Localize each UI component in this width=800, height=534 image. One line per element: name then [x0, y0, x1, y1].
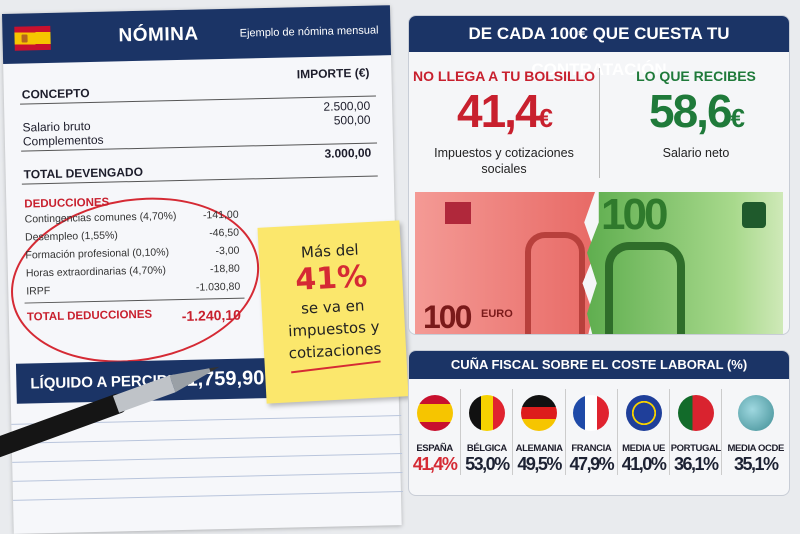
deduction-label: Contingencias comunes (4,70%) [24, 210, 177, 226]
pen-icon [0, 366, 220, 460]
country-item: FRANCIA 47,9% [566, 389, 618, 475]
country-name: FRANCIA [571, 443, 612, 454]
country-value: 36,1% [674, 454, 719, 474]
green-banknote: 100 [587, 190, 783, 334]
deduction-value: -18,80 [209, 262, 240, 276]
currency: € [730, 103, 746, 133]
deduction-label: Desempleo (1,55%) [24, 229, 118, 244]
currency: € [538, 103, 554, 133]
country-name: PORTUGAL [670, 443, 722, 454]
cost-split-title: DE CADA 100€ QUE CUESTA TU CONTRATACIÓN [409, 16, 789, 79]
bill-euro-label: EURO [481, 308, 513, 320]
be-flag-icon [468, 395, 505, 431]
net-amount-value: 58,6 [649, 85, 733, 137]
globe-flag-icon [737, 395, 774, 431]
net-amount: 58,6€ [601, 84, 789, 145]
cost-split-card: DE CADA 100€ QUE CUESTA TU CONTRATACIÓN … [408, 15, 790, 335]
payslip-title: NÓMINA [118, 23, 199, 47]
tax-wedge-title: CUÑA FISCAL SOBRE EL COSTE LABORAL (%) [409, 351, 789, 379]
country-value: 49,5% [517, 454, 562, 474]
country-name: ESPAÑA [416, 443, 453, 454]
country-value: 47,9% [569, 454, 615, 474]
net-column: LO QUE RECIBES 58,6€ Salario neto [601, 64, 789, 161]
bill-denomination: 100 [423, 299, 472, 335]
tax-amount-value: 41,4 [457, 85, 541, 137]
tax-wedge-card: CUÑA FISCAL SOBRE EL COSTE LABORAL (%) E… [408, 350, 790, 496]
country-item: ALEMANIA 49,5% [513, 389, 566, 475]
earning-value: 500,00 [333, 112, 371, 128]
country-item: BÉLGICA 53,0% [461, 389, 514, 475]
deduction-row: IRPF -1.030,80 [8, 278, 240, 301]
deduction-value: -1.030,80 [195, 280, 241, 294]
country-name: MEDIA UE [622, 443, 665, 454]
country-list: ESPAÑA 41,4% BÉLGICA 53,0% ALEMANIA 49,5% FRAN… [409, 379, 789, 475]
hologram-icon [742, 202, 766, 228]
earning-value: 2.500,00 [323, 98, 371, 114]
country-value: 41,4% [412, 454, 458, 474]
deduction-value: -3,00 [215, 244, 240, 258]
arch-icon [605, 242, 685, 334]
divider [599, 68, 600, 178]
total-earned-label: TOTAL DEVENGADO [23, 164, 144, 182]
deduction-label: Horas extraordinarias (4,70%) [25, 264, 167, 280]
deduction-label: Formación profesional (0,10%) [25, 246, 170, 262]
net-heading: LO QUE RECIBES [636, 68, 756, 84]
pt-flag-icon [677, 395, 714, 431]
tax-heading: NO LLEGA A TU BOLSILLO [413, 68, 595, 84]
total-deductions-label: TOTAL DEDUCCIONES [26, 308, 153, 324]
payslip-header: NÓMINA Ejemplo de nómina mensual [2, 5, 392, 64]
arch-icon [525, 232, 585, 334]
earning-label: Complementos [22, 132, 104, 149]
earning-label: Salario bruto [22, 119, 91, 135]
country-value: 41,0% [621, 454, 667, 474]
tax-amount: 41,4€ [409, 84, 599, 145]
net-caption: Salario neto [662, 146, 730, 160]
country-item: MEDIA OCDE 35,1% [722, 389, 789, 475]
total-earned-value: 3.000,00 [324, 145, 372, 161]
country-item: ESPAÑA 41,4% [409, 389, 462, 475]
de-flag-icon [521, 395, 558, 431]
eu-flag-icon [445, 202, 471, 224]
country-value: 35,1% [733, 454, 779, 474]
sticky-note: Más del 41% se va en impuestos y cotizac… [257, 220, 409, 404]
country-value: 53,0% [465, 454, 510, 474]
country-item: MEDIA UE 41,0% [618, 389, 671, 475]
deduction-value: -46,50 [209, 226, 240, 240]
deduction-value: -141,00 [202, 208, 239, 222]
concept-header: CONCEPTO [21, 86, 90, 102]
bill-denomination: 100 [601, 190, 668, 239]
red-banknote: 100 EURO [415, 192, 595, 335]
country-name: ALEMANIA [515, 443, 563, 454]
payslip-subtitle: Ejemplo de nómina mensual [239, 24, 379, 40]
es-flag-icon [416, 395, 453, 431]
eu-flag-icon [625, 395, 662, 431]
tax-column: NO LLEGA A TU BOLSILLO 41,4€ Impuestos y… [409, 64, 599, 177]
country-name: MEDIA OCDE [727, 443, 785, 454]
fr-flag-icon [573, 395, 610, 431]
deduction-label: IRPF [26, 284, 51, 298]
tax-caption: Impuestos y cotizaciones sociales [434, 146, 574, 176]
spain-flag-icon [14, 25, 51, 51]
country-item: PORTUGAL 36,1% [670, 389, 723, 475]
country-name: BÉLGICA [466, 443, 507, 454]
total-deductions-value: -1.240,10 [181, 306, 242, 324]
